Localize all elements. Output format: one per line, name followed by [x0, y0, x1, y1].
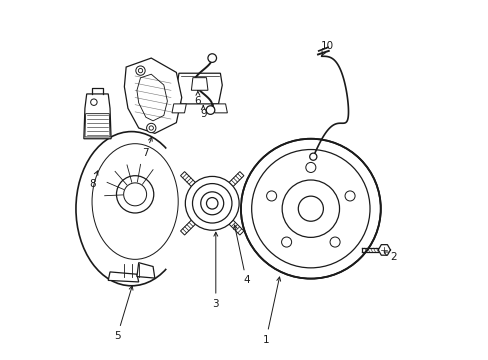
Text: 10: 10 — [320, 41, 333, 56]
Circle shape — [329, 237, 340, 247]
Circle shape — [305, 162, 315, 172]
Text: 9: 9 — [200, 105, 206, 119]
Circle shape — [149, 126, 153, 130]
Polygon shape — [172, 104, 186, 113]
Polygon shape — [213, 104, 227, 113]
Polygon shape — [108, 272, 139, 282]
Polygon shape — [137, 263, 155, 278]
Polygon shape — [229, 172, 244, 186]
Circle shape — [206, 198, 218, 209]
Text: 4: 4 — [233, 225, 249, 285]
Circle shape — [138, 68, 142, 73]
Circle shape — [309, 153, 316, 160]
Polygon shape — [180, 172, 195, 186]
Polygon shape — [180, 220, 195, 235]
Circle shape — [206, 106, 214, 114]
Text: 6: 6 — [194, 90, 201, 106]
Circle shape — [116, 176, 153, 213]
Circle shape — [241, 139, 380, 279]
Circle shape — [281, 237, 291, 247]
Circle shape — [298, 196, 323, 221]
Text: 2: 2 — [384, 252, 396, 262]
Circle shape — [207, 54, 216, 62]
Text: 7: 7 — [142, 137, 152, 158]
Polygon shape — [229, 220, 244, 235]
Circle shape — [183, 175, 241, 232]
Circle shape — [345, 191, 354, 201]
Text: 5: 5 — [114, 286, 133, 341]
Circle shape — [266, 191, 276, 201]
Circle shape — [136, 66, 145, 75]
Polygon shape — [177, 73, 222, 104]
Text: 8: 8 — [89, 171, 98, 189]
Polygon shape — [83, 94, 111, 139]
Polygon shape — [85, 114, 110, 137]
Circle shape — [90, 99, 97, 105]
Ellipse shape — [76, 132, 187, 286]
Polygon shape — [191, 78, 207, 90]
Text: 1: 1 — [262, 277, 280, 345]
Circle shape — [282, 180, 339, 237]
Text: 3: 3 — [212, 232, 219, 309]
Polygon shape — [124, 58, 182, 134]
Circle shape — [146, 123, 156, 133]
